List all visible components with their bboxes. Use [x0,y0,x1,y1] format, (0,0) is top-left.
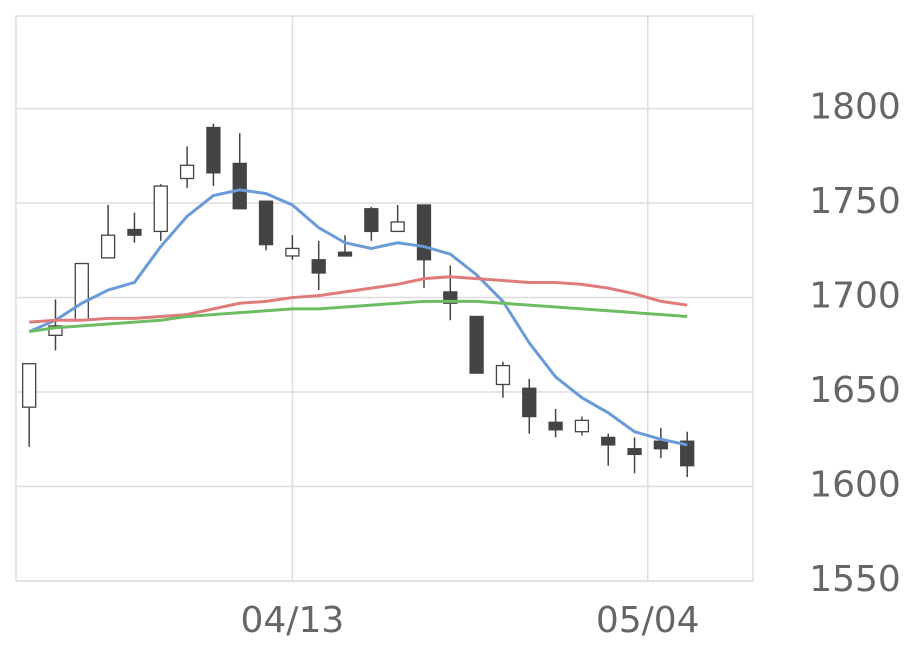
candle-body [653,440,669,450]
candle-body [469,315,484,374]
candle-body [495,364,511,386]
moving-average-line [28,188,688,447]
candle-body [311,259,326,274]
candle-body [416,204,432,261]
y-tick-label: 1750 [809,181,901,222]
candle-body [601,436,616,446]
candle-body [680,440,695,467]
candle-body [100,234,116,259]
candle-body [22,363,37,408]
candle-body [574,419,590,433]
candle-body [337,251,353,257]
candle-body [179,164,195,180]
y-tick-label: 1600 [809,465,901,506]
candle-body [258,200,274,246]
candle-body [443,291,458,304]
candle-body [127,228,142,236]
candle-body [522,387,537,418]
candle-body [548,421,563,431]
x-tick-label: 05/04 [596,600,700,641]
candle-body [232,162,247,210]
y-tick-label: 1650 [809,370,901,411]
y-tick-label: 1800 [809,87,901,128]
plot-border [15,15,754,582]
moving-average-line [28,299,688,334]
y-tick-label: 1700 [809,276,901,317]
moving-average-line [29,275,688,324]
candle-body [364,208,379,233]
candle-body [74,262,89,321]
candle-body [153,185,168,233]
candle-body [627,448,642,456]
y-tick-label: 1550 [809,559,901,600]
candle-body [48,325,63,336]
x-tick-label: 04/13 [241,600,345,641]
candle-body [390,221,405,233]
candle-body [285,247,300,257]
candle-body [206,126,221,174]
